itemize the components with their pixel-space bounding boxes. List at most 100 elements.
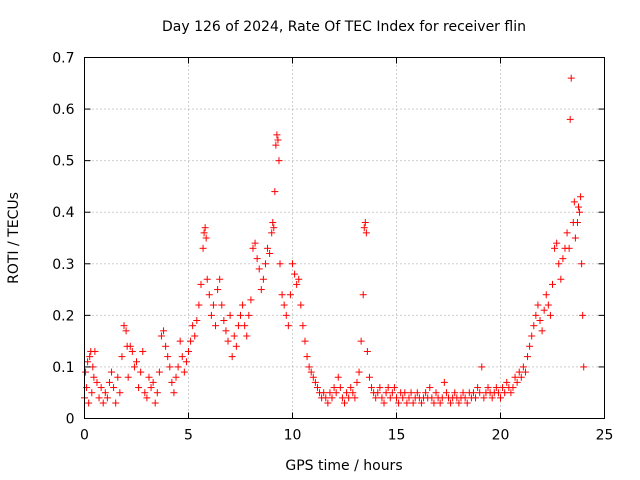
data-point [347, 384, 355, 392]
data-point [349, 389, 357, 397]
data-point [474, 384, 482, 392]
data-point [99, 399, 107, 407]
data-point [409, 399, 417, 407]
data-point [307, 368, 315, 376]
data-point [230, 332, 238, 340]
data-point [372, 394, 380, 402]
data-point [284, 322, 292, 330]
data-point [128, 347, 136, 355]
data-point [386, 394, 394, 402]
data-point [268, 229, 276, 237]
data-point [189, 322, 197, 330]
data-point [463, 399, 471, 407]
data-point [133, 358, 140, 366]
data-point [203, 275, 211, 283]
data-point [542, 291, 550, 299]
data-point [101, 389, 109, 397]
data-point [521, 368, 529, 376]
data-point [507, 389, 515, 397]
data-point [199, 244, 207, 252]
data-point [405, 394, 413, 402]
y-tick-label: 0.3 [52, 257, 74, 273]
data-point [147, 384, 155, 392]
data-point [571, 234, 579, 242]
data-point [413, 389, 421, 397]
data-point [93, 378, 101, 386]
data-point [338, 394, 346, 402]
data-point [212, 322, 220, 330]
y-tick-label: 0.7 [52, 51, 74, 67]
data-point [513, 378, 521, 386]
data-point [330, 384, 338, 392]
data-point [205, 291, 213, 299]
data-point [573, 219, 581, 227]
data-point [84, 358, 92, 366]
data-point [557, 275, 565, 283]
data-point [155, 368, 163, 376]
data-point [528, 332, 536, 340]
data-point [301, 337, 309, 345]
data-point [403, 399, 411, 407]
data-point [197, 280, 205, 288]
data-point [580, 363, 588, 371]
data-point [559, 255, 567, 263]
data-point [143, 394, 151, 402]
data-point [430, 399, 438, 407]
data-point [380, 399, 388, 407]
y-tick-label: 0.5 [52, 154, 74, 170]
data-point [170, 389, 178, 397]
data-point [271, 188, 279, 196]
data-point [570, 198, 578, 206]
data-point [259, 275, 267, 283]
data-point [382, 389, 390, 397]
data-point [355, 368, 363, 376]
data-point [322, 394, 330, 402]
data-point [103, 394, 111, 402]
data-point [360, 224, 368, 232]
data-point [555, 260, 563, 268]
data-point [353, 378, 361, 386]
data-point [577, 193, 585, 201]
data-point [149, 378, 157, 386]
data-point [579, 311, 587, 319]
data-point [269, 219, 277, 227]
data-point [551, 244, 559, 252]
data-point [503, 378, 511, 386]
data-point [162, 342, 170, 350]
data-point [243, 332, 251, 340]
data-point [90, 373, 98, 381]
data-point [278, 291, 286, 299]
data-point [576, 208, 584, 216]
data-point [494, 389, 502, 397]
data-point [124, 373, 132, 381]
data-point [220, 317, 228, 325]
data-point [187, 337, 195, 345]
data-point [282, 311, 290, 319]
data-point [451, 389, 459, 397]
data-point [432, 389, 440, 397]
data-point [214, 286, 222, 294]
data-point [332, 389, 340, 397]
data-point [399, 394, 407, 402]
data-point [201, 224, 209, 232]
data-point [326, 389, 334, 397]
data-point [273, 131, 281, 139]
x-axis-label: GPS time / hours [285, 458, 402, 474]
data-point [303, 353, 311, 361]
data-point [428, 394, 436, 402]
data-point [401, 389, 409, 397]
data-point [509, 384, 517, 392]
data-point [388, 389, 396, 397]
y-tick-label: 0.2 [52, 308, 74, 324]
data-point [476, 389, 484, 397]
data-point [86, 353, 94, 361]
data-point [286, 291, 294, 299]
data-point [157, 332, 165, 340]
data-point [257, 286, 265, 294]
data-point [501, 389, 509, 397]
data-point [357, 337, 365, 345]
data-point [122, 327, 130, 335]
y-tick-label: 0.6 [52, 102, 74, 118]
data-point [91, 347, 99, 355]
